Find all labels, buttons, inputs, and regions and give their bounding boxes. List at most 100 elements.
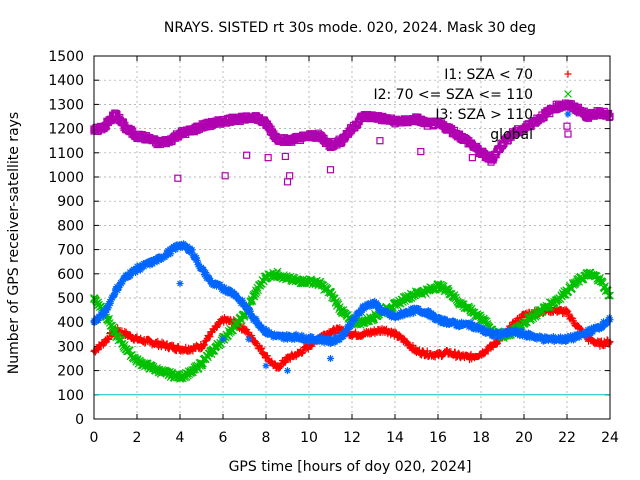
trace-point: [387, 309, 395, 317]
y-tick-label: 500: [57, 291, 84, 307]
trace-point: [437, 314, 445, 322]
trace-point: [406, 310, 414, 318]
y-tick-label: 1400: [48, 73, 84, 89]
y-tick-label: 300: [57, 339, 84, 355]
legend-marker: [564, 130, 572, 138]
y-tick-label: 400: [57, 315, 84, 331]
trace-point: [263, 326, 271, 334]
legend: I1: SZA < 70 I2: 70 <= SZA <= 110 I3: SZA …: [373, 67, 572, 143]
trace-point: [284, 335, 291, 343]
trace-point: [517, 329, 525, 337]
x-tick-label: 20: [515, 430, 533, 446]
trace-point: [538, 334, 546, 342]
trace-point: [302, 333, 310, 341]
trace-point: [481, 325, 489, 333]
trace-point: [233, 292, 241, 300]
trace-point: [192, 254, 200, 262]
trace-point: [605, 291, 614, 300]
y-tick-label: 1100: [48, 146, 84, 162]
trace-point: [299, 333, 307, 341]
trace-point: [456, 323, 463, 331]
x-tick-label: 8: [262, 430, 271, 446]
trace-point: [423, 311, 431, 319]
trace-point: [604, 109, 613, 118]
y-axis-label: Number of GPS receiver-satellite rays: [6, 112, 22, 374]
y-tick-label: 700: [57, 243, 84, 259]
trace-point: [367, 314, 376, 323]
trace-point: [377, 306, 385, 314]
outlier-point: [563, 122, 571, 130]
trace-point: [342, 327, 350, 335]
trace-point: [317, 336, 325, 344]
trace-point: [247, 297, 255, 305]
trace-point: [281, 358, 289, 366]
trace-point: [258, 323, 266, 331]
outlier-point: [221, 172, 229, 180]
trace-point: [339, 332, 347, 340]
trace-point: [298, 331, 306, 339]
trace-point: [118, 339, 127, 348]
trace-point: [110, 326, 119, 335]
trace-point: [441, 315, 449, 323]
outlier-point: [283, 178, 292, 186]
trace-point: [101, 339, 109, 347]
outlier-point: [174, 174, 182, 182]
trace-point: [451, 319, 459, 327]
trace-point: [238, 296, 246, 304]
trace-point: [482, 317, 491, 326]
trace-point: [147, 257, 155, 265]
trace-point: [562, 306, 570, 314]
trace-point: [241, 300, 248, 308]
trace-point: [127, 272, 135, 280]
trace-point: [336, 336, 344, 344]
trace-point: [257, 345, 265, 353]
outlier-point: [417, 147, 425, 156]
trace-point: [589, 328, 597, 336]
trace-point: [170, 342, 178, 350]
trace-point: [104, 334, 112, 342]
trace-point: [347, 320, 355, 328]
series-trace: [90, 240, 613, 348]
trace-point: [263, 352, 271, 360]
x-tick-label: 4: [176, 430, 185, 446]
trace-point: [466, 322, 474, 330]
trace-point: [153, 258, 161, 266]
x-axis-label: GPS time [hours of doy 020, 2024]: [229, 459, 472, 475]
outlier-point: [376, 137, 384, 145]
trace-point: [347, 323, 355, 331]
trace-point: [399, 312, 407, 320]
trace-point: [140, 263, 148, 271]
trace-point: [352, 328, 360, 336]
trace-point: [246, 307, 254, 315]
trace-point: [484, 347, 492, 355]
trace-point: [205, 332, 213, 340]
trace-point: [259, 326, 267, 334]
trace-point: [200, 266, 208, 274]
x-tick-label: 24: [601, 430, 619, 446]
y-tick-label: 200: [57, 364, 84, 380]
trace-point: [605, 113, 613, 121]
trace-point: [467, 318, 475, 326]
x-tick-label: 18: [472, 430, 490, 446]
trace-point: [280, 335, 288, 343]
trace-point: [605, 339, 613, 347]
outlier-point: [326, 166, 335, 174]
trace-point: [305, 338, 313, 346]
trace-point: [410, 309, 418, 317]
trace-point: [200, 341, 208, 349]
y-tick-label: 1000: [48, 170, 84, 186]
trace-point: [557, 333, 565, 341]
trace-point: [595, 325, 603, 333]
trace-point: [405, 309, 413, 317]
outlier-point: [245, 335, 253, 343]
trace-point: [216, 281, 224, 289]
y-tick-label: 600: [57, 267, 84, 283]
trace-point: [114, 286, 122, 294]
trace-point: [342, 328, 350, 336]
trace-point: [582, 331, 590, 339]
trace-point: [202, 268, 210, 276]
trace-point: [594, 322, 602, 330]
outlier-point: [219, 335, 227, 343]
data-points: [90, 99, 614, 396]
